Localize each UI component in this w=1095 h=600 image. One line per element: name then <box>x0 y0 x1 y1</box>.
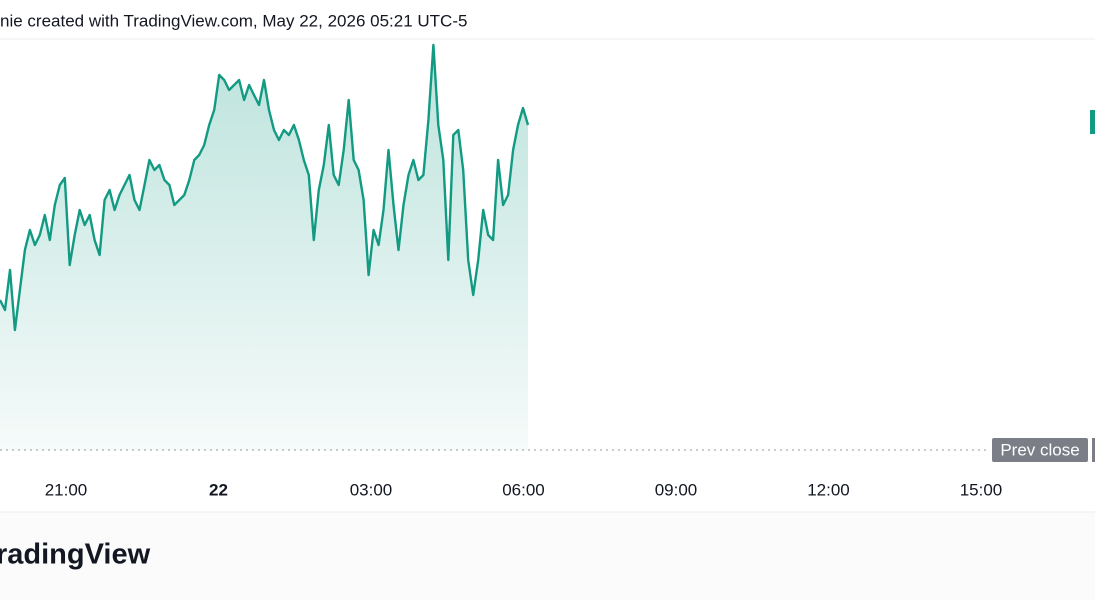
logo: radingView <box>0 539 151 571</box>
footer-band <box>0 512 1095 600</box>
x-tick-label: 03:00 <box>350 480 393 499</box>
badge-edge <box>1092 438 1095 462</box>
x-tick-label: 21:00 <box>45 480 88 499</box>
x-tick-label: 22 <box>209 480 228 499</box>
price-marker <box>1090 110 1095 134</box>
header-text: nie created with TradingView.com, May 22… <box>0 11 467 30</box>
prev-close-badge <box>992 438 1088 462</box>
x-tick-label: 15:00 <box>960 480 1003 499</box>
prev-close-label: Prev close <box>1000 440 1079 459</box>
x-tick-label: 12:00 <box>807 480 850 499</box>
x-tick-label: 09:00 <box>655 480 698 499</box>
price-line <box>0 43 530 332</box>
x-tick-label: 06:00 <box>502 480 545 499</box>
area-fill <box>0 45 528 450</box>
plot: 21:00 22 03:00 06:00 09:00 12:00 15:00 <box>0 43 1003 499</box>
